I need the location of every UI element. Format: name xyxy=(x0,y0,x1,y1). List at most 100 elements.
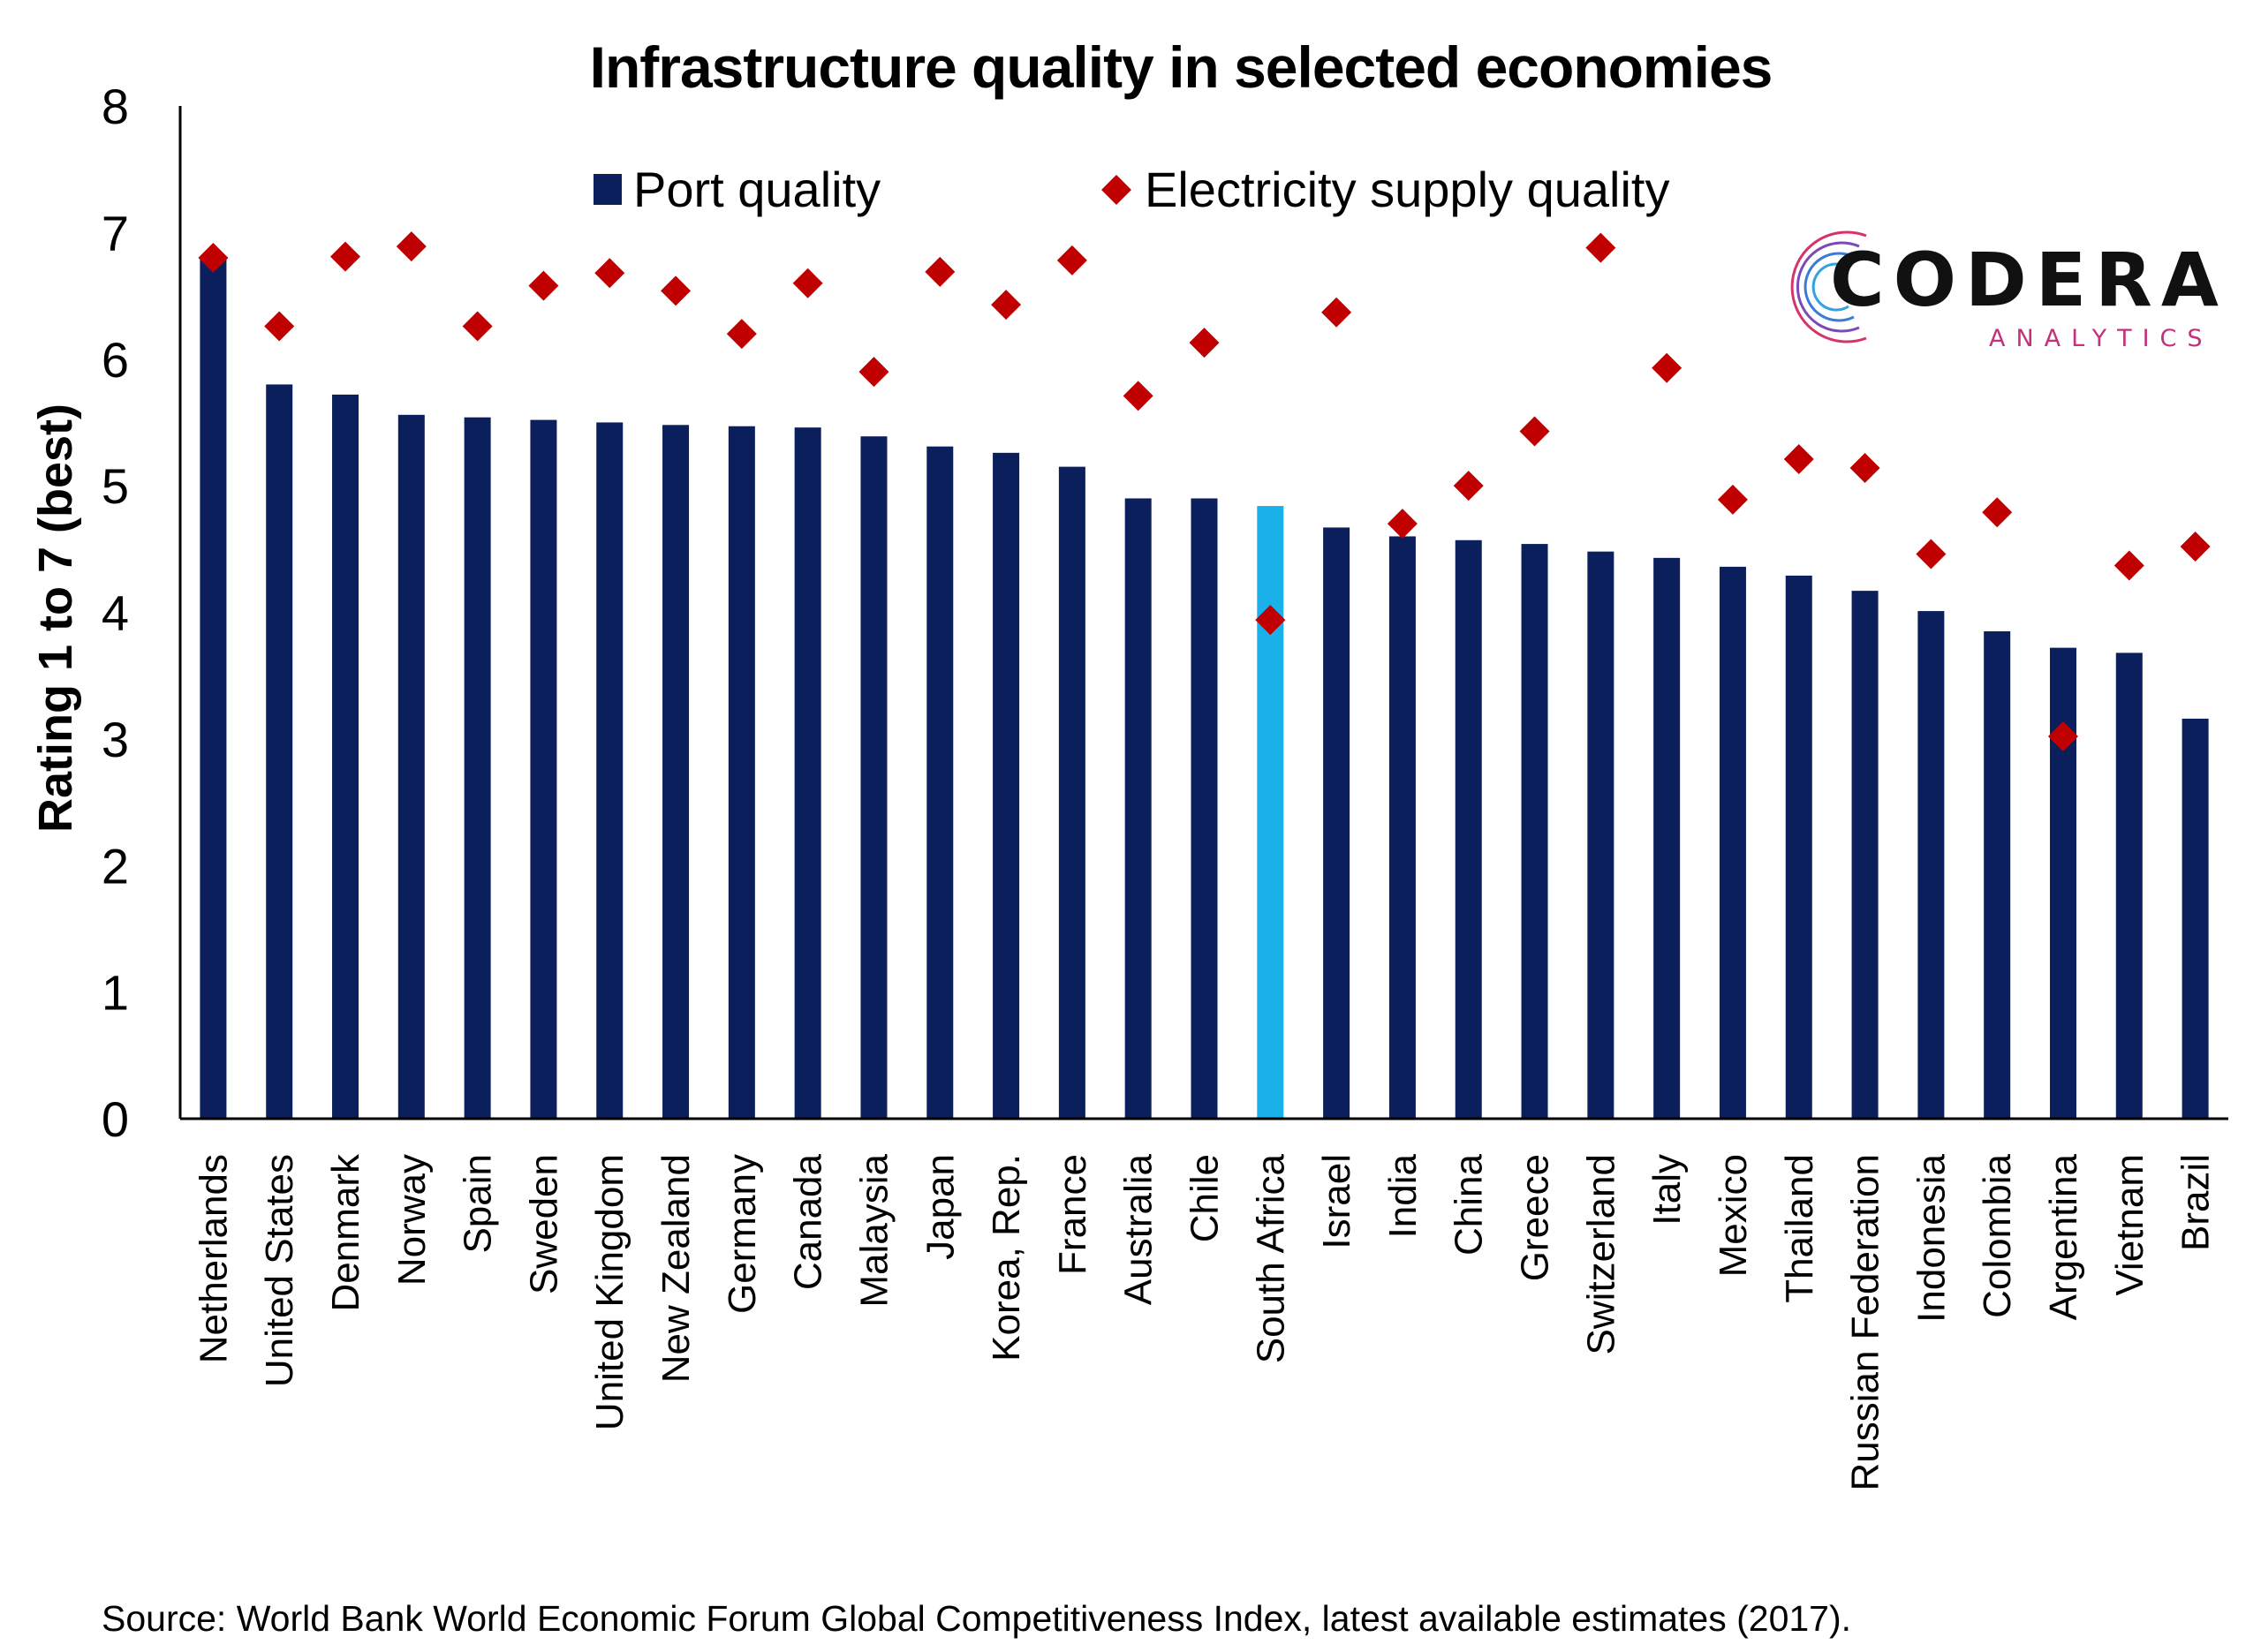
marker-electricity-quality xyxy=(2047,721,2078,752)
bar-port-quality xyxy=(1984,631,2011,1119)
marker-electricity-quality xyxy=(396,231,427,262)
marker-electricity-quality xyxy=(1189,328,1220,358)
x-category-label: Vietnam xyxy=(2108,1154,2151,1296)
bar-port-quality xyxy=(530,419,557,1119)
bar-port-quality xyxy=(1719,566,1746,1119)
bar-port-quality xyxy=(2182,718,2209,1119)
bar-port-quality xyxy=(1323,527,1350,1119)
marker-electricity-quality xyxy=(1585,232,1616,263)
y-tick-label: 7 xyxy=(102,205,129,260)
bar-port-quality xyxy=(596,422,624,1119)
x-category-label: Colombia xyxy=(1976,1153,2019,1317)
x-category-label: Chile xyxy=(1183,1154,1227,1242)
bar-port-quality xyxy=(1785,575,1812,1119)
marker-electricity-quality xyxy=(1453,471,1484,502)
x-category-label: Korea, Rep. xyxy=(985,1154,1028,1362)
y-tick-label: 6 xyxy=(102,332,129,388)
bar-port-quality xyxy=(993,452,1020,1119)
bar-port-quality xyxy=(728,426,755,1119)
legend-label-electricity: Electricity supply quality xyxy=(1145,162,1669,217)
bar-port-quality xyxy=(332,394,359,1119)
marker-electricity-quality xyxy=(1652,352,1683,383)
x-category-label: Switzerland xyxy=(1579,1154,1622,1354)
marker-electricity-quality xyxy=(462,311,493,342)
legend-swatch-electricity xyxy=(1101,175,1131,205)
legend-label-port: Port quality xyxy=(633,162,881,217)
legend: Port quality Electricity supply quality xyxy=(594,162,1669,217)
marker-electricity-quality xyxy=(661,275,692,306)
y-tick-label: 1 xyxy=(102,965,129,1021)
bar-port-quality xyxy=(2049,647,2076,1119)
bar-port-quality xyxy=(1257,506,1284,1119)
x-category-label: Argentina xyxy=(2042,1153,2085,1320)
y-tick-label: 0 xyxy=(102,1091,129,1147)
bar-port-quality xyxy=(1058,466,1085,1119)
marker-electricity-quality xyxy=(1849,453,1880,484)
x-category-label: China xyxy=(1448,1153,1491,1255)
x-category-label: Italy xyxy=(1645,1154,1689,1226)
marker-electricity-quality xyxy=(925,256,956,287)
marker-electricity-quality xyxy=(594,258,625,289)
x-category-label: Thailand xyxy=(1778,1154,1821,1303)
marker-electricity-quality xyxy=(2180,531,2211,562)
y-tick-label: 8 xyxy=(102,79,129,134)
x-category-label: France xyxy=(1051,1154,1094,1275)
codera-logo-mark xyxy=(1790,230,1867,343)
x-category-label: India xyxy=(1381,1153,1425,1238)
x-category-label: Canada xyxy=(787,1153,830,1290)
x-category-label: Israel xyxy=(1315,1154,1358,1249)
legend-swatch-port xyxy=(594,174,622,205)
bar-port-quality xyxy=(1521,544,1548,1119)
marker-electricity-quality xyxy=(528,270,559,301)
marker-electricity-quality xyxy=(726,319,757,350)
bar-port-quality xyxy=(200,258,227,1119)
bar-port-quality xyxy=(1851,591,1879,1119)
x-category-label: Germany xyxy=(721,1154,764,1314)
y-tick-label: 5 xyxy=(102,458,129,514)
marker-electricity-quality xyxy=(1519,416,1550,447)
x-category-label: Netherlands xyxy=(192,1154,235,1363)
marker-electricity-quality xyxy=(858,357,889,388)
x-category-label: Russian Federation xyxy=(1844,1154,1887,1491)
x-category-label: Norway xyxy=(390,1154,434,1286)
marker-electricity-quality xyxy=(1717,484,1748,515)
bar-port-quality xyxy=(397,414,425,1120)
x-category-label: Greece xyxy=(1514,1154,1557,1281)
bar-port-quality xyxy=(1917,611,1945,1119)
bar-port-quality xyxy=(1653,557,1681,1119)
y-tick-label: 3 xyxy=(102,712,129,767)
marker-electricity-quality xyxy=(330,241,361,272)
x-category-label: New Zealand xyxy=(654,1154,698,1383)
x-category-label: Indonesia xyxy=(1909,1153,1953,1322)
marker-electricity-quality xyxy=(1056,245,1087,275)
marker-electricity-quality xyxy=(792,268,823,298)
marker-electricity-quality xyxy=(991,290,1022,321)
chart-title: Infrastructure quality in selected econo… xyxy=(589,34,1773,100)
marker-electricity-quality xyxy=(1982,497,2013,528)
x-category-label: United States xyxy=(258,1154,301,1387)
x-category-label: United Kingdom xyxy=(588,1154,631,1430)
marker-electricity-quality xyxy=(1255,605,1286,636)
x-category-label: South Africa xyxy=(1249,1153,1292,1363)
marker-electricity-quality xyxy=(264,311,295,342)
bar-port-quality xyxy=(1455,539,1482,1119)
bar-port-quality xyxy=(266,384,293,1119)
marker-electricity-quality xyxy=(1783,444,1814,475)
bar-port-quality xyxy=(1191,498,1218,1119)
logo-subtitle: ANALYTICS xyxy=(1989,325,2213,352)
x-category-label: Denmark xyxy=(324,1153,367,1311)
marker-electricity-quality xyxy=(1387,509,1418,539)
marker-electricity-quality xyxy=(198,243,229,274)
bar-port-quality xyxy=(1587,551,1614,1119)
bar-port-quality xyxy=(662,425,690,1119)
bar-port-quality xyxy=(2115,653,2143,1119)
y-tick-label: 2 xyxy=(102,838,129,894)
marker-electricity-quality xyxy=(1123,381,1153,411)
source-note: Source: World Bank World Economic Forum … xyxy=(102,1598,1852,1639)
bar-port-quality xyxy=(464,417,491,1119)
x-category-label: Malaysia xyxy=(852,1153,896,1307)
marker-electricity-quality xyxy=(1321,297,1352,328)
labels-layer: 0 1 2 3 4 5 6 7 8 Netherlands United States Denmark… xyxy=(102,79,2218,1491)
marker-electricity-quality xyxy=(2114,550,2144,581)
